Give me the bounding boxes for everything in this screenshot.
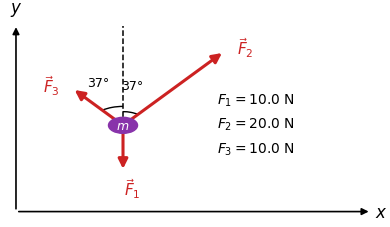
Text: $F_3 = 10.0\ \mathrm{N}$: $F_3 = 10.0\ \mathrm{N}$ [217,141,295,157]
Text: $\vec{F}_2$: $\vec{F}_2$ [237,36,254,60]
Text: $\vec{F}_1$: $\vec{F}_1$ [124,177,141,200]
Circle shape [108,118,138,134]
Text: $\vec{F}_3$: $\vec{F}_3$ [43,74,60,98]
Text: 37°: 37° [87,76,109,89]
Text: $F_1 = 10.0\ \mathrm{N}$: $F_1 = 10.0\ \mathrm{N}$ [217,92,295,109]
Text: $x$: $x$ [375,203,388,221]
Text: $F_2 = 20.0\ \mathrm{N}$: $F_2 = 20.0\ \mathrm{N}$ [217,116,295,133]
Text: 37°: 37° [121,80,144,93]
Text: $m$: $m$ [116,119,129,132]
Text: $y$: $y$ [10,1,22,19]
